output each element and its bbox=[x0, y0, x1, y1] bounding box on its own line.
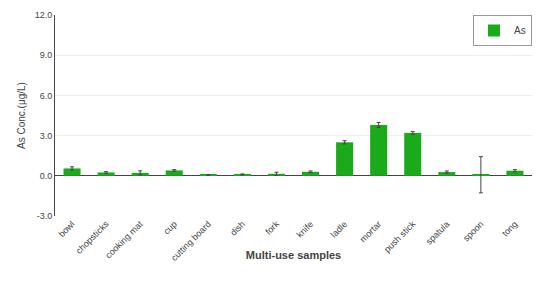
svg-text:fork: fork bbox=[263, 219, 281, 237]
svg-text:As Conc.(μg/L): As Conc.(μg/L) bbox=[16, 82, 27, 149]
svg-text:Multi-use samples: Multi-use samples bbox=[246, 249, 341, 261]
svg-text:6.0: 6.0 bbox=[40, 91, 53, 101]
svg-text:dish: dish bbox=[228, 219, 247, 238]
svg-text:spoon: spoon bbox=[461, 219, 485, 243]
svg-text:tong: tong bbox=[500, 219, 519, 238]
svg-text:0.0: 0.0 bbox=[40, 171, 53, 181]
svg-text:9.0: 9.0 bbox=[40, 50, 53, 60]
svg-text:chopsticks: chopsticks bbox=[74, 219, 111, 256]
svg-text:12.0: 12.0 bbox=[35, 10, 53, 20]
svg-text:bowl: bowl bbox=[56, 219, 76, 239]
svg-text:ladle: ladle bbox=[329, 219, 350, 240]
svg-text:spatula: spatula bbox=[424, 219, 452, 247]
svg-text:cooking mat: cooking mat bbox=[103, 219, 145, 261]
svg-text:3.0: 3.0 bbox=[40, 131, 53, 141]
svg-text:cutting board: cutting board bbox=[169, 219, 213, 263]
svg-text:-3.0: -3.0 bbox=[37, 211, 53, 221]
svg-text:cup: cup bbox=[162, 219, 179, 236]
svg-text:push stick: push stick bbox=[382, 219, 418, 255]
svg-text:knife: knife bbox=[295, 219, 316, 240]
svg-text:mortar: mortar bbox=[358, 219, 383, 244]
svg-text:As: As bbox=[514, 25, 526, 36]
